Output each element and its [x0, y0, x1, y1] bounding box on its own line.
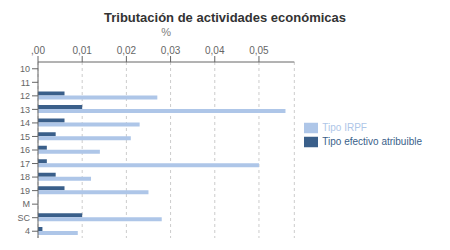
- html-text:Tributación de actividades eco: Tributación de actividades económicas: [104, 10, 346, 25]
- svg-text:%: %: [161, 28, 171, 38]
- svg-text:,00: ,00: [31, 45, 45, 56]
- svg-text:0,03: 0,03: [161, 45, 181, 56]
- svg-text:13: 13: [20, 105, 30, 115]
- svg-text:0,01: 0,01: [72, 45, 92, 56]
- svg-text:15: 15: [20, 132, 30, 142]
- svg-text:11: 11: [21, 78, 30, 88]
- svg-text:0,02: 0,02: [117, 45, 137, 56]
- html-text:Tipo efectivo atribuible: Tipo efectivo atribuible: [322, 135, 422, 147]
- html-text:Tipo IRPF: Tipo IRPF: [322, 121, 367, 133]
- svg-text:12: 12: [20, 91, 30, 101]
- svg-text:0,04: 0,04: [205, 45, 225, 56]
- svg-text:19: 19: [20, 186, 30, 196]
- svg-text:4: 4: [25, 226, 30, 236]
- svg-text:17: 17: [20, 159, 30, 169]
- svg-text:16: 16: [20, 145, 30, 155]
- svg-text:SC: SC: [17, 213, 30, 223]
- svg-text:M: M: [23, 199, 31, 209]
- svg-text:18: 18: [20, 172, 30, 182]
- svg-text:0,05: 0,05: [249, 45, 269, 56]
- svg-text:14: 14: [20, 118, 30, 128]
- svg-text:10: 10: [20, 64, 30, 74]
